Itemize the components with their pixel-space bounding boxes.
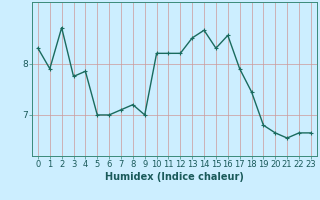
X-axis label: Humidex (Indice chaleur): Humidex (Indice chaleur) [105,172,244,182]
